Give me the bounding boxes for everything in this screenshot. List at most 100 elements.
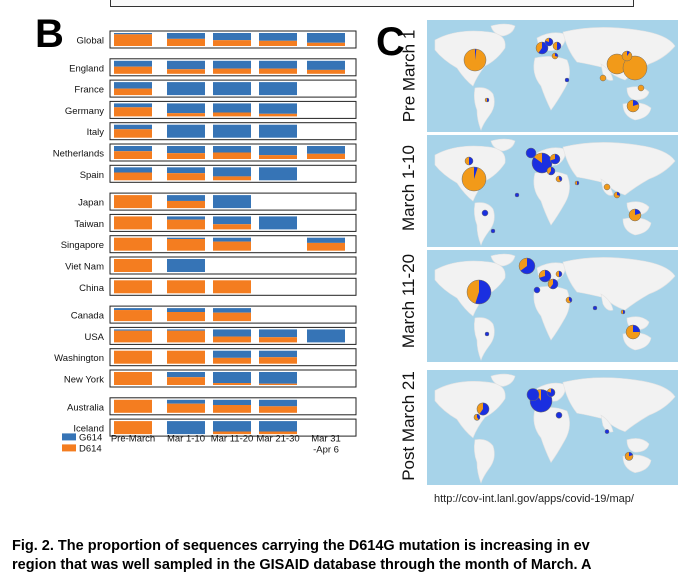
bar-d614-global-mar-1-10 — [167, 38, 205, 46]
bar-g614-singapore-mar-31-apr-6 — [307, 237, 345, 243]
map-pie-marker — [466, 279, 492, 305]
bar-g614-usa-mar-11-20 — [213, 329, 251, 337]
region-label: Germany — [65, 106, 104, 117]
map-pie-marker — [551, 52, 559, 60]
bar-d614-new-york-mar-1-10 — [167, 377, 205, 385]
map-pie-marker — [463, 48, 487, 72]
bar-d614-spain-mar-1-10 — [167, 173, 205, 181]
legend-label-g614: G614 — [79, 432, 102, 443]
bar-g614-taiwan-mar-1-10 — [167, 216, 205, 220]
world-map-svg — [434, 23, 676, 131]
world-map-svg — [434, 138, 676, 246]
land-mass-shape — [600, 293, 614, 311]
bar-g614-england-mar-11-20 — [213, 60, 251, 69]
bar-g614-washington-mar-11-20 — [213, 350, 251, 358]
land-mass-shape — [562, 142, 676, 196]
bar-d614-new-york-mar-21-30 — [259, 383, 297, 385]
legend-swatch-g614 — [62, 433, 76, 441]
x-tick-label-mar-11-20: Mar 11-20 — [211, 433, 254, 444]
bar-d614-spain-pre-march — [114, 172, 152, 181]
region-label: England — [69, 63, 104, 74]
bar-g614-italy-mar-1-10 — [167, 124, 205, 138]
region-label: Italy — [87, 127, 105, 138]
bar-g614-france-mar-11-20 — [213, 82, 251, 96]
map-pie-marker — [628, 208, 642, 222]
land-mass-shape — [533, 56, 570, 111]
world-map-svg — [434, 373, 676, 484]
legend-label-d614: D614 — [79, 443, 102, 454]
world-map-svg — [434, 253, 676, 361]
bar-g614-italy-mar-11-20 — [213, 124, 251, 138]
map-pie-marker — [533, 286, 541, 294]
map-pie-marker — [514, 192, 520, 198]
bar-d614-australia-pre-march — [114, 399, 152, 413]
bar-d614-washington-mar-1-10 — [167, 350, 205, 364]
map-pie-marker — [552, 41, 562, 51]
bar-d614-japan-mar-1-10 — [167, 200, 205, 209]
bar-d614-singapore-mar-31-apr-6 — [307, 242, 345, 251]
bar-g614-taiwan-mar-11-20 — [213, 216, 251, 225]
bar-g614-netherlands-pre-march — [114, 146, 152, 152]
world-map-post-march-21 — [427, 370, 678, 485]
x-tick-label-mar-31-apr-6: Mar 31 -Apr 6 — [311, 433, 341, 455]
map-pie-marker — [565, 296, 573, 304]
land-mass-shape — [533, 171, 570, 226]
bar-d614-italy-pre-march — [114, 129, 152, 138]
map-pie-marker — [526, 388, 540, 402]
bar-g614-spain-mar-21-30 — [259, 167, 297, 181]
panel-c-letter: C — [376, 20, 405, 64]
map-pie-marker — [484, 97, 490, 103]
bar-d614-singapore-mar-1-10 — [167, 239, 205, 251]
bar-g614-usa-mar-1-10 — [167, 329, 205, 331]
bar-d614-washington-pre-march — [114, 350, 152, 364]
row-france: France — [74, 79, 357, 98]
bar-d614-england-pre-march — [114, 66, 152, 74]
bar-g614-new-york-mar-1-10 — [167, 372, 205, 378]
x-tick-label-mar-21-30: Mar 21-30 — [256, 433, 299, 444]
bar-g614-iceland-mar-11-20 — [213, 421, 251, 432]
row-washington: Washington — [54, 348, 357, 367]
bar-d614-australia-mar-11-20 — [213, 405, 251, 413]
bar-d614-singapore-mar-11-20 — [213, 241, 251, 251]
bar-d614-germany-mar-21-30 — [259, 113, 297, 117]
bar-g614-england-pre-march — [114, 60, 152, 67]
bar-g614-germany-pre-march — [114, 103, 152, 108]
bar-g614-germany-mar-21-30 — [259, 103, 297, 114]
bar-d614-viet-nam-pre-march — [114, 259, 152, 272]
land-mass-shape — [490, 253, 516, 267]
land-mass-shape — [490, 373, 516, 387]
map-pie-marker — [461, 166, 487, 192]
bar-d614-china-mar-1-10 — [167, 280, 205, 294]
land-mass-shape — [490, 23, 516, 37]
bar-d614-iceland-mar-11-20 — [213, 431, 251, 435]
bar-d614-china-mar-11-20 — [213, 280, 251, 294]
row-japan: Japan — [78, 192, 357, 211]
bar-g614-germany-mar-1-10 — [167, 103, 205, 114]
map-pie-marker — [626, 99, 640, 113]
region-label: China — [79, 283, 105, 294]
land-mass-shape — [474, 439, 495, 484]
region-label: Australia — [67, 402, 105, 413]
map-pie-marker — [637, 84, 645, 92]
world-map-pre-march — [427, 20, 678, 132]
bar-d614-canada-mar-11-20 — [213, 312, 251, 322]
bar-d614-usa-pre-march — [114, 330, 152, 343]
row-usa: USA — [84, 326, 357, 345]
bar-g614-canada-mar-11-20 — [213, 308, 251, 313]
bar-d614-iceland-pre-march — [114, 421, 152, 435]
map-pie-marker — [544, 37, 554, 47]
bar-g614-italy-pre-march — [114, 124, 152, 130]
row-taiwan: Taiwan — [74, 213, 357, 232]
region-label: Viet Nam — [65, 262, 104, 273]
land-mass-shape — [533, 407, 570, 463]
bar-d614-germany-pre-march — [114, 107, 152, 117]
map-label-pre-march: Pre March 1 — [399, 29, 418, 123]
bar-d614-usa-mar-11-20 — [213, 336, 251, 343]
bar-g614-iceland-mar-1-10 — [167, 421, 205, 435]
region-label: USA — [84, 332, 104, 343]
bar-d614-global-mar-31-apr-6 — [307, 42, 345, 46]
bar-d614-canada-pre-march — [114, 310, 152, 322]
region-label: Iceland — [73, 424, 104, 435]
bar-d614-germany-mar-11-20 — [213, 112, 251, 117]
map-pie-marker — [624, 451, 634, 461]
